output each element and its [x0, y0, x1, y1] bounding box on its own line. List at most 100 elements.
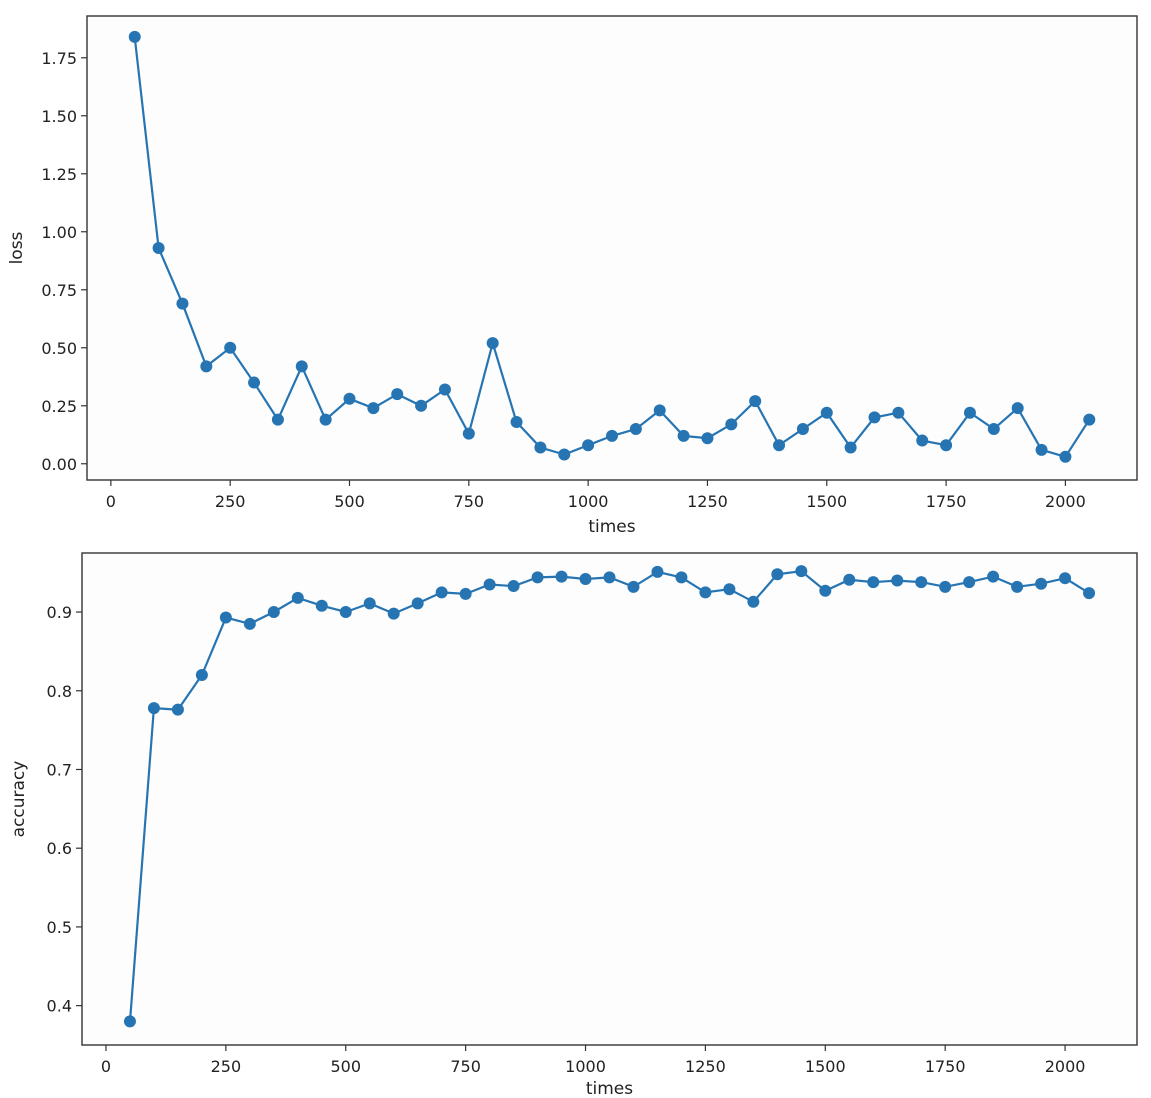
loss-point [868, 411, 881, 424]
loss-point [319, 413, 332, 426]
loss-x-tick-label: 0 [106, 492, 116, 511]
accuracy-point [123, 1015, 136, 1028]
loss-x-tick-label: 1000 [568, 492, 609, 511]
loss-point [1011, 402, 1024, 415]
loss-point [271, 413, 284, 426]
loss-point [749, 395, 762, 408]
loss-point [391, 388, 404, 401]
loss-point [796, 422, 809, 435]
accuracy-point [507, 580, 520, 593]
accuracy-point [1083, 587, 1096, 600]
accuracy-y-tick-label: 0.6 [47, 839, 72, 858]
accuracy-point [723, 583, 736, 596]
loss-ticks: 0 250 500 750 1000 1250 1500 1750 2000 0.00 0.25 0.… [41, 49, 1085, 511]
loss-plot-area [86, 15, 1138, 481]
accuracy-y-tick-label: 0.8 [47, 682, 72, 701]
accuracy-x-tick-label: 0 [101, 1057, 111, 1076]
accuracy-point [843, 573, 856, 586]
loss-point [200, 360, 213, 373]
accuracy-point [435, 586, 448, 599]
loss-y-tick-label: 0.75 [41, 281, 77, 300]
loss-point [224, 341, 237, 354]
loss-point [176, 297, 189, 310]
accuracy-point [963, 576, 976, 589]
loss-point [1083, 413, 1096, 426]
accuracy-point [627, 580, 640, 593]
loss-point [128, 30, 141, 43]
loss-y-tick-label: 0.25 [41, 397, 77, 416]
accuracy-point [795, 565, 808, 578]
accuracy-point [675, 571, 688, 584]
accuracy-point [987, 570, 1000, 583]
accuracy-point [243, 617, 256, 630]
loss-point [844, 441, 857, 454]
loss-point [725, 418, 738, 431]
accuracy-point [147, 702, 160, 715]
accuracy-point [411, 597, 424, 610]
loss-y-tick-label: 1.25 [41, 165, 77, 184]
accuracy-point [267, 606, 280, 619]
loss-point [963, 406, 976, 419]
accuracy-x-tick-label: 1000 [565, 1057, 606, 1076]
accuracy-point [603, 571, 616, 584]
accuracy-x-tick-label: 1250 [685, 1057, 726, 1076]
loss-point [1035, 443, 1048, 456]
loss-x-axis-label: times [588, 517, 635, 537]
loss-point [987, 422, 1000, 435]
loss-point [940, 439, 953, 452]
accuracy-point [531, 571, 544, 584]
accuracy-point [1011, 580, 1024, 593]
loss-y-tick-label: 1.75 [41, 49, 77, 68]
loss-point [677, 429, 690, 442]
accuracy-y-tick-label: 0.7 [47, 760, 72, 779]
accuracy-point [699, 586, 712, 599]
accuracy-point [891, 574, 904, 587]
accuracy-x-tick-label: 1750 [925, 1057, 966, 1076]
loss-point [892, 406, 905, 419]
accuracy-x-tick-label: 1500 [805, 1057, 846, 1076]
loss-point [820, 406, 833, 419]
accuracy-x-axis-label: times [586, 1079, 633, 1098]
loss-point [653, 404, 666, 417]
loss-x-tick-label: 750 [454, 492, 485, 511]
loss-point [415, 399, 428, 412]
accuracy-y-tick-label: 0.5 [47, 918, 72, 937]
loss-point [510, 416, 523, 428]
accuracy-point [939, 580, 952, 593]
accuracy-point [819, 584, 832, 597]
loss-point [152, 242, 165, 254]
loss-x-tick-label: 250 [215, 492, 246, 511]
loss-chart: 0 250 500 750 1000 1250 1500 1750 2000 0.00 0.25 0.… [7, 15, 1138, 537]
accuracy-point [771, 568, 784, 581]
accuracy-x-tick-label: 2000 [1045, 1057, 1086, 1076]
accuracy-point [171, 703, 184, 716]
accuracy-point [867, 576, 880, 589]
loss-point [629, 422, 642, 435]
loss-point [558, 448, 571, 461]
loss-point [534, 441, 547, 454]
loss-point [916, 434, 929, 447]
accuracy-point [387, 607, 400, 620]
loss-y-tick-label: 1.00 [41, 223, 77, 242]
accuracy-point [483, 578, 496, 591]
loss-point [486, 337, 499, 350]
accuracy-series [123, 565, 1096, 1028]
loss-series [128, 30, 1096, 463]
accuracy-point [1059, 572, 1072, 585]
loss-point [606, 429, 618, 442]
loss-point [438, 383, 451, 396]
loss-point [773, 439, 786, 452]
accuracy-x-tick-label: 750 [450, 1057, 481, 1076]
loss-point [1059, 450, 1072, 463]
accuracy-point [555, 570, 568, 583]
loss-x-tick-label: 1250 [687, 492, 728, 511]
loss-point [462, 427, 475, 440]
accuracy-point [315, 599, 328, 612]
accuracy-point [339, 606, 352, 619]
accuracy-chart: 0 250 500 750 1000 1250 1500 1750 2000 0.4 0.5 0.6 0… [9, 552, 1138, 1098]
loss-point [343, 392, 356, 405]
accuracy-point [1035, 577, 1048, 590]
accuracy-point [291, 591, 304, 604]
loss-x-tick-label: 500 [334, 492, 365, 511]
loss-point [367, 402, 380, 415]
